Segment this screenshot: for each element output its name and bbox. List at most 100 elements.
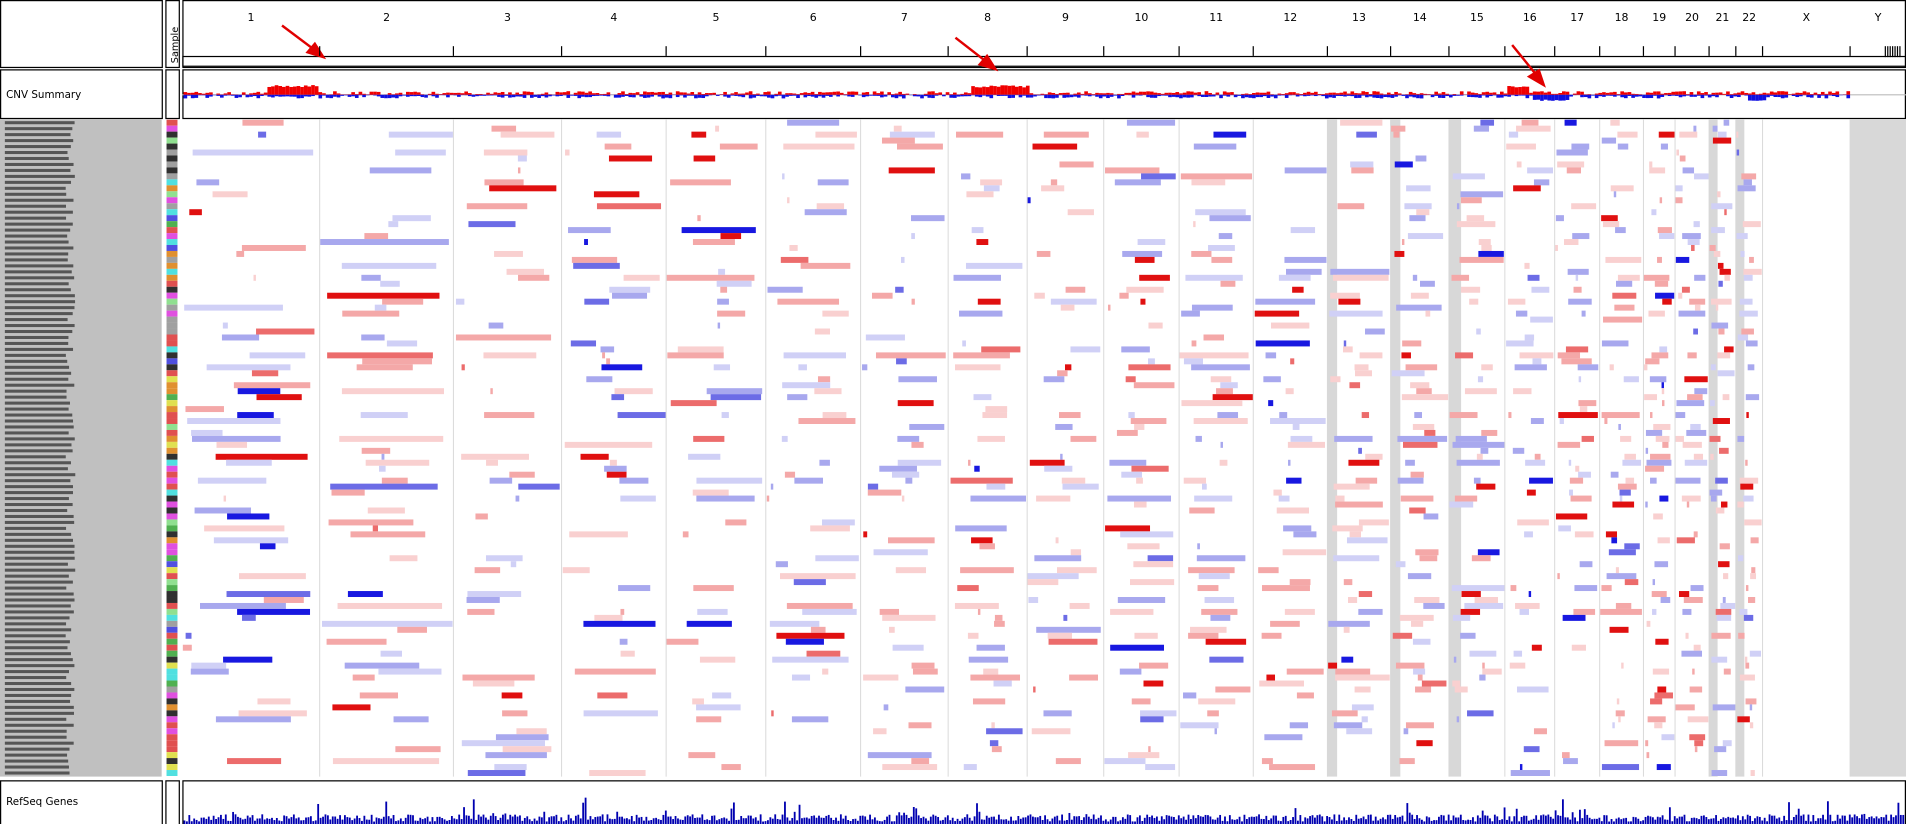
heatmap-segment bbox=[1329, 310, 1383, 317]
cnv-loss bbox=[1335, 94, 1340, 96]
heatmap-segment bbox=[1402, 340, 1422, 347]
cnv-loss bbox=[435, 94, 439, 98]
gene-density bbox=[1462, 819, 1465, 824]
gene-density bbox=[1676, 818, 1679, 824]
gene-density bbox=[1775, 818, 1778, 824]
cnv-gain bbox=[741, 93, 746, 95]
gene-density bbox=[732, 802, 735, 824]
sample-name-stub bbox=[4, 568, 76, 572]
heatmap-segment bbox=[717, 298, 729, 305]
heatmap-segment bbox=[1110, 644, 1165, 651]
gene-density bbox=[1445, 820, 1448, 824]
cnv-loss bbox=[1598, 94, 1603, 97]
gene-density bbox=[499, 817, 502, 824]
heatmap-segment bbox=[580, 453, 609, 460]
heatmap-segment bbox=[1654, 280, 1669, 287]
cnv-gain bbox=[818, 91, 822, 95]
gene-density bbox=[1117, 821, 1119, 824]
cnv-gain bbox=[391, 94, 396, 95]
cnv-loss bbox=[329, 94, 334, 99]
heatmap-segment bbox=[693, 155, 716, 162]
heatmap-segment bbox=[696, 477, 763, 484]
sample-attribute bbox=[166, 561, 178, 568]
cnv-gain bbox=[373, 91, 377, 95]
heatmap-segment bbox=[392, 215, 431, 222]
gene-density bbox=[891, 821, 893, 824]
cnv-loss bbox=[1306, 94, 1311, 96]
sample-attribute bbox=[166, 531, 178, 538]
heatmap-segment bbox=[1513, 388, 1532, 395]
cnv-loss bbox=[1106, 94, 1110, 99]
gene-density bbox=[241, 819, 244, 824]
cnv-loss bbox=[340, 94, 345, 96]
gene-density bbox=[784, 801, 786, 824]
chromosome-label: 15 bbox=[1470, 11, 1484, 24]
cnv-gain bbox=[1733, 93, 1738, 95]
gene-density bbox=[1817, 818, 1820, 824]
gene-density bbox=[307, 817, 310, 824]
sample-attribute bbox=[166, 239, 178, 246]
heatmap-segment bbox=[352, 674, 375, 681]
gene-density bbox=[1739, 820, 1742, 824]
heatmap-segment bbox=[1736, 149, 1740, 156]
heatmap-segment bbox=[892, 644, 924, 651]
gene-density bbox=[285, 816, 288, 824]
cnv-loss bbox=[1379, 94, 1384, 99]
cnv-loss bbox=[1190, 94, 1194, 98]
chromosome-label: 2 bbox=[383, 11, 390, 24]
cnv-loss bbox=[1831, 94, 1836, 97]
gene-density bbox=[1788, 802, 1790, 824]
gene-density bbox=[801, 818, 803, 824]
sample-attribute bbox=[166, 549, 178, 556]
heatmap-segment bbox=[1122, 250, 1163, 257]
heatmap-segment bbox=[1659, 197, 1663, 204]
cnv-loss bbox=[1149, 94, 1154, 98]
sample-attribute bbox=[166, 608, 178, 615]
cnv-gain bbox=[442, 93, 447, 95]
heatmap-segment bbox=[721, 764, 741, 771]
sample-name-stub bbox=[4, 747, 70, 751]
heatmap-segment bbox=[1655, 435, 1670, 442]
cnv-gain bbox=[1259, 92, 1263, 95]
gene-density bbox=[548, 817, 551, 824]
gene-density bbox=[1374, 816, 1377, 824]
heatmap-segment bbox=[1128, 364, 1171, 371]
heatmap-segment bbox=[1130, 418, 1167, 424]
gene-density bbox=[1549, 816, 1552, 824]
cnv-loss bbox=[880, 94, 884, 98]
heatmap-segment bbox=[1645, 465, 1665, 472]
gene-density bbox=[1474, 821, 1477, 824]
cnv-loss bbox=[869, 94, 873, 96]
cnv-loss bbox=[354, 94, 359, 98]
heatmap-segment bbox=[600, 346, 615, 353]
sample-attribute bbox=[166, 131, 178, 138]
gene-density bbox=[202, 817, 205, 824]
cnv-gain bbox=[1594, 93, 1599, 95]
gene-density bbox=[927, 820, 930, 824]
sample-attribute bbox=[166, 435, 178, 442]
cnv-gain bbox=[814, 94, 819, 95]
sample-name-stub bbox=[4, 604, 71, 608]
heatmap-segment bbox=[1412, 423, 1435, 430]
heatmap-segment bbox=[1476, 483, 1496, 490]
cnv-gain bbox=[1303, 92, 1307, 95]
gene-density bbox=[1508, 816, 1511, 824]
cnv-loss bbox=[420, 94, 425, 98]
cnv-loss bbox=[584, 94, 589, 98]
gene-density bbox=[1053, 816, 1056, 824]
cnv-gain bbox=[241, 92, 246, 95]
gene-density bbox=[1727, 816, 1730, 824]
heatmap-segment bbox=[865, 334, 905, 341]
cnv-loss bbox=[1613, 94, 1617, 97]
heatmap-segment bbox=[485, 752, 547, 759]
heatmap-segment bbox=[905, 477, 913, 484]
gene-density bbox=[1100, 815, 1102, 824]
cnv-gain bbox=[555, 91, 560, 95]
gene-density bbox=[370, 814, 373, 824]
gene-density bbox=[1058, 820, 1061, 824]
sample-name-stub bbox=[4, 664, 75, 668]
gene-density bbox=[713, 815, 716, 824]
heatmap-segment bbox=[976, 239, 989, 246]
gene-density bbox=[1333, 814, 1336, 824]
gene-density bbox=[1668, 807, 1671, 824]
